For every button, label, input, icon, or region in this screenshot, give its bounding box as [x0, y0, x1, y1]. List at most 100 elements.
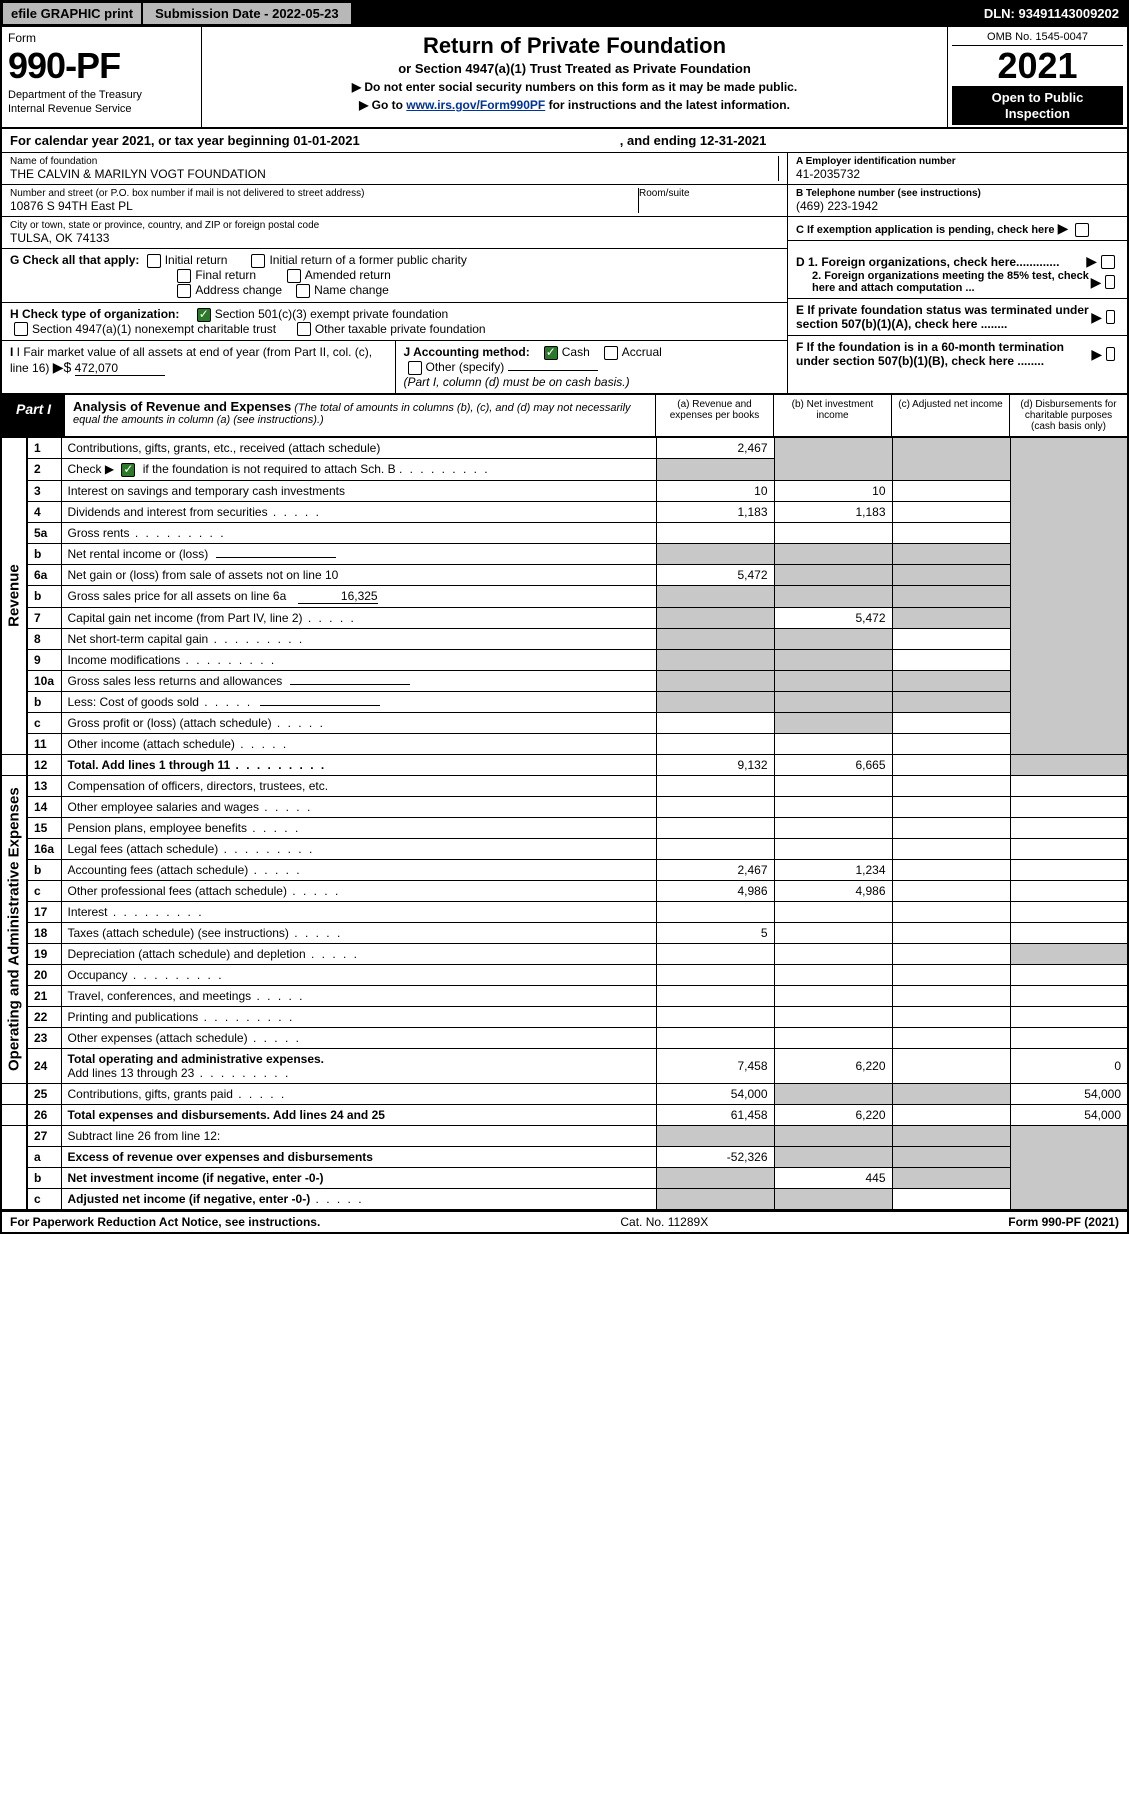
amt-c-grey	[892, 1125, 1010, 1146]
efile-topbar: efile GRAPHIC print Submission Date - 20…	[0, 0, 1129, 27]
line-num: 18	[27, 922, 61, 943]
arrow-icon: ▶	[1091, 346, 1102, 363]
h-other-taxable-checkbox[interactable]	[297, 322, 311, 336]
line-desc: Printing and publications	[61, 1006, 656, 1027]
j-other-specify[interactable]	[508, 370, 598, 371]
dots-icon	[180, 653, 276, 667]
dots-icon	[399, 462, 490, 476]
arrow-icon: ▶$	[53, 359, 72, 375]
g-name-change-checkbox[interactable]	[296, 284, 310, 298]
e-label: E If private foundation status was termi…	[796, 303, 1091, 331]
line-num: b	[27, 859, 61, 880]
table-row: bAccounting fees (attach schedule)2,4671…	[1, 859, 1128, 880]
line-desc: Net short-term capital gain	[61, 628, 656, 649]
amt-b: 4,986	[774, 880, 892, 901]
j-accrual-checkbox[interactable]	[604, 346, 618, 360]
j-cash-checkbox[interactable]	[544, 346, 558, 360]
line-num: 1	[27, 437, 61, 458]
line-desc: Compensation of officers, directors, tru…	[61, 775, 656, 796]
table-row: 27 Subtract line 26 from line 12:	[1, 1125, 1128, 1146]
amt-a: 5	[656, 922, 774, 943]
dots-icon	[272, 716, 325, 730]
amt-b	[774, 922, 892, 943]
g-address-change-checkbox[interactable]	[177, 284, 191, 298]
r2-checkbox[interactable]	[121, 463, 135, 477]
h-501c3-checkbox[interactable]	[197, 308, 211, 322]
irs-link[interactable]: www.irs.gov/Form990PF	[406, 98, 545, 112]
amt-c	[892, 775, 1010, 796]
phone-label: B Telephone number (see instructions)	[796, 188, 1119, 199]
amt-b	[774, 817, 892, 838]
efile-print-button[interactable]: efile GRAPHIC print	[2, 2, 142, 25]
g-final-return-checkbox[interactable]	[177, 269, 191, 283]
amt-b: 1,234	[774, 859, 892, 880]
line-desc: Net gain or (loss) from sale of assets n…	[61, 564, 656, 585]
amt-a-grey	[656, 607, 774, 628]
amt-c	[892, 922, 1010, 943]
part1-table: Revenue 1 Contributions, gifts, grants, …	[0, 437, 1129, 1210]
j-other-checkbox[interactable]	[408, 361, 422, 375]
amt-a: 2,467	[656, 437, 774, 458]
arrow-icon: ▶	[1091, 274, 1102, 291]
h-4947-checkbox[interactable]	[14, 322, 28, 336]
amt-a-grey	[656, 670, 774, 691]
h-4947: Section 4947(a)(1) nonexempt charitable …	[32, 322, 276, 336]
amt-d	[1010, 964, 1128, 985]
line-desc: Contributions, gifts, grants paid	[61, 1083, 656, 1104]
amt-c	[892, 838, 1010, 859]
cat-number: Cat. No. 11289X	[620, 1215, 708, 1229]
j-accrual: Accrual	[622, 345, 662, 359]
c-checkbox[interactable]	[1075, 223, 1089, 237]
amt-c	[892, 712, 1010, 733]
dept-treasury: Department of the Treasury	[8, 89, 195, 101]
col-b-header: (b) Net investment income	[773, 395, 891, 436]
line-desc: Legal fees (attach schedule)	[61, 838, 656, 859]
table-row: 16aLegal fees (attach schedule)	[1, 838, 1128, 859]
table-row: 26 Total expenses and disbursements. Add…	[1, 1104, 1128, 1125]
amt-b-grey	[774, 543, 892, 564]
table-row: b Net rental income or (loss)	[1, 543, 1128, 564]
g-initial-return-checkbox[interactable]	[147, 254, 161, 268]
d1-checkbox[interactable]	[1101, 255, 1115, 269]
line-desc: Net investment income (if negative, ente…	[61, 1167, 656, 1188]
amt-d-grey	[1010, 943, 1128, 964]
d1-label: D 1. Foreign organizations, check here..…	[796, 255, 1059, 269]
line-desc: Other income (attach schedule)	[61, 733, 656, 754]
dots-icon	[128, 968, 224, 982]
line-num: 7	[27, 607, 61, 628]
goto-suffix: for instructions and the latest informat…	[549, 98, 790, 112]
d2-checkbox[interactable]	[1105, 275, 1115, 289]
dots-icon	[108, 905, 204, 919]
amt-b	[774, 901, 892, 922]
e-checkbox[interactable]	[1106, 310, 1115, 324]
g-address-change: Address change	[195, 283, 282, 297]
g-initial-former-checkbox[interactable]	[251, 254, 265, 268]
amt-b	[774, 796, 892, 817]
line-num: 17	[27, 901, 61, 922]
dots-icon	[198, 1010, 294, 1024]
amt-b-grey	[774, 1083, 892, 1104]
table-row: 23Other expenses (attach schedule)	[1, 1027, 1128, 1048]
street-label: Number and street (or P.O. box number if…	[10, 188, 638, 199]
g-amended-checkbox[interactable]	[287, 269, 301, 283]
table-row: 14Other employee salaries and wages	[1, 796, 1128, 817]
part1-header: Part I Analysis of Revenue and Expenses …	[0, 395, 1129, 437]
amt-b: 6,220	[774, 1104, 892, 1125]
amt-b	[774, 943, 892, 964]
line-num: b	[27, 1167, 61, 1188]
amt-b-grey	[774, 564, 892, 585]
amt-b-grey	[774, 585, 892, 607]
amt-d	[1010, 817, 1128, 838]
line-desc: Dividends and interest from securities	[61, 501, 656, 522]
line-num: 6a	[27, 564, 61, 585]
amt-b-grey	[774, 437, 892, 480]
name-label: Name of foundation	[10, 156, 778, 167]
table-row: 19Depreciation (attach schedule) and dep…	[1, 943, 1128, 964]
table-row: c Adjusted net income (if negative, ente…	[1, 1188, 1128, 1209]
h-label: H Check type of organization:	[10, 307, 179, 321]
line-num: 15	[27, 817, 61, 838]
f-checkbox[interactable]	[1106, 347, 1115, 361]
line-desc: Capital gain net income (from Part IV, l…	[61, 607, 656, 628]
line-desc: Subtract line 26 from line 12:	[61, 1125, 656, 1146]
arrow-icon: ▶	[1091, 309, 1102, 326]
